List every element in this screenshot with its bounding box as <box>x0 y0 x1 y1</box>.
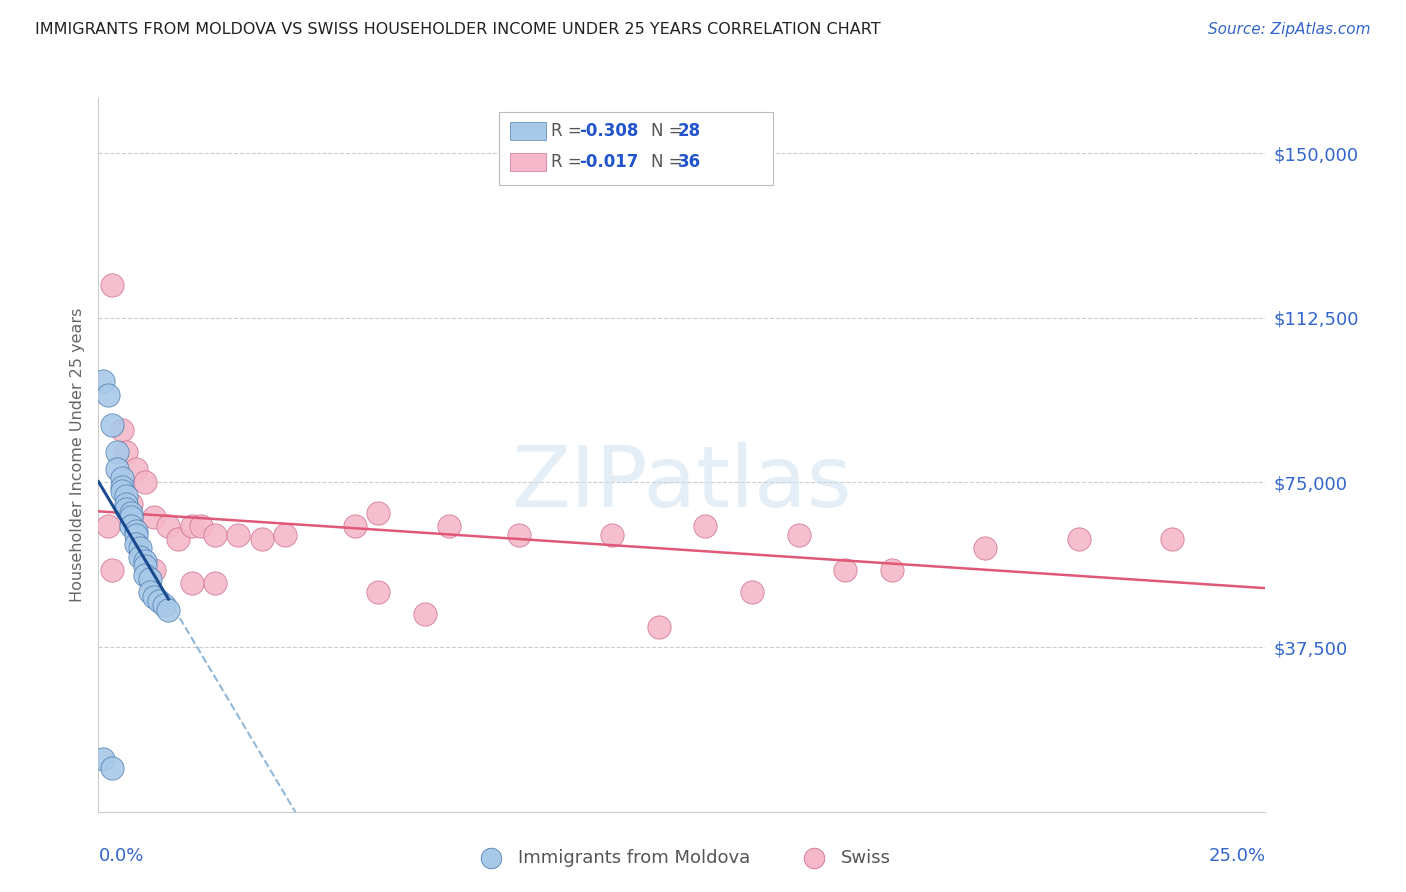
Point <box>120 519 142 533</box>
Point <box>105 444 128 458</box>
Point <box>134 475 156 490</box>
Text: -0.017: -0.017 <box>579 153 638 171</box>
Point <box>97 387 120 401</box>
Text: R =: R = <box>551 153 588 171</box>
Text: IMMIGRANTS FROM MOLDOVA VS SWISS HOUSEHOLDER INCOME UNDER 25 YEARS CORRELATION C: IMMIGRANTS FROM MOLDOVA VS SWISS HOUSEHO… <box>35 22 880 37</box>
Point <box>129 541 152 556</box>
Point <box>134 567 156 582</box>
Point <box>166 533 188 547</box>
Point <box>148 594 170 608</box>
Text: 36: 36 <box>678 153 700 171</box>
Point <box>91 375 114 389</box>
Point <box>134 558 156 573</box>
Point <box>1067 533 1090 547</box>
Point <box>344 519 367 533</box>
Text: N =: N = <box>651 122 688 140</box>
Point <box>101 418 124 433</box>
Point <box>974 541 997 556</box>
Text: 25.0%: 25.0% <box>1208 847 1265 865</box>
Point <box>741 585 763 599</box>
Point <box>97 519 120 533</box>
Y-axis label: Householder Income Under 25 years: Householder Income Under 25 years <box>69 308 84 602</box>
Point <box>1161 533 1184 547</box>
Point <box>129 549 152 564</box>
Point <box>180 519 202 533</box>
Point <box>111 484 134 499</box>
Text: 28: 28 <box>678 122 700 140</box>
Text: Source: ZipAtlas.com: Source: ZipAtlas.com <box>1208 22 1371 37</box>
Point <box>143 563 166 577</box>
Point <box>143 590 166 604</box>
Point <box>120 510 142 524</box>
Point <box>600 528 623 542</box>
Text: 0.0%: 0.0% <box>98 847 143 865</box>
Point <box>139 585 162 599</box>
Point <box>190 519 212 533</box>
Point <box>274 528 297 542</box>
Point <box>228 528 250 542</box>
Point <box>367 506 389 520</box>
Text: N =: N = <box>651 153 688 171</box>
Point <box>111 423 134 437</box>
Point <box>204 576 226 591</box>
Point <box>250 533 273 547</box>
Point <box>101 277 124 292</box>
Point <box>125 524 148 538</box>
Point <box>152 599 174 613</box>
Point <box>204 528 226 542</box>
Text: ZIPatlas: ZIPatlas <box>512 442 852 525</box>
Point <box>125 462 148 476</box>
Point <box>143 510 166 524</box>
Point <box>115 489 138 503</box>
Text: R =: R = <box>551 122 588 140</box>
Point <box>115 501 138 516</box>
Point <box>437 519 460 533</box>
Point <box>134 554 156 568</box>
Point <box>101 563 124 577</box>
Point <box>115 497 138 511</box>
Point <box>115 444 138 458</box>
Point <box>91 752 114 766</box>
Point <box>101 761 124 775</box>
Point <box>880 563 903 577</box>
Point <box>120 497 142 511</box>
Point <box>413 607 436 621</box>
Point <box>695 519 717 533</box>
Point <box>111 480 134 494</box>
Point <box>139 572 162 586</box>
Point <box>157 519 180 533</box>
Text: -0.308: -0.308 <box>579 122 638 140</box>
Point <box>111 471 134 485</box>
Point <box>508 528 530 542</box>
Point <box>125 537 148 551</box>
Point <box>367 585 389 599</box>
Point <box>157 603 180 617</box>
Point <box>647 620 669 634</box>
Point <box>125 528 148 542</box>
Point <box>787 528 810 542</box>
Legend: Immigrants from Moldova, Swiss: Immigrants from Moldova, Swiss <box>465 842 898 874</box>
Point <box>180 576 202 591</box>
Point <box>105 462 128 476</box>
Point <box>120 506 142 520</box>
Point <box>834 563 856 577</box>
